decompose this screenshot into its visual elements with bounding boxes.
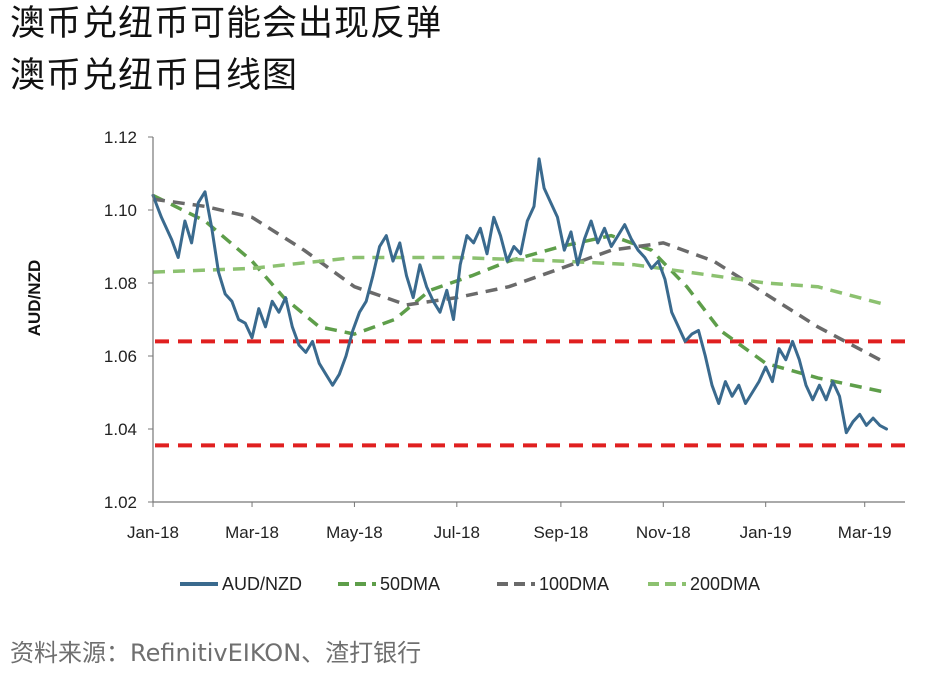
legend-label-aud-nzd: AUD/NZD — [222, 574, 302, 594]
x-tick-label: May-18 — [326, 523, 383, 542]
x-tick-label: Mar-19 — [838, 523, 892, 542]
source-note: 资料来源：RefinitivEIKON、渣打银行 — [10, 639, 422, 667]
x-tick-label: Sep-18 — [533, 523, 588, 542]
chart-title: 澳币兑纽币可能会出现反弹 — [10, 4, 443, 44]
axes: 1.12 1.10 1.08 1.06 1.04 1.02 Jan-18 Mar-18 May-… — [104, 128, 905, 542]
chart-subtitle: 澳币兑纽币日线图 — [10, 56, 299, 96]
series-lines — [151, 157, 888, 435]
reference-lines — [155, 339, 905, 448]
x-tick-label: Nov-18 — [636, 523, 691, 542]
y-axis-label: AUD/NZD — [25, 260, 44, 337]
series-line-200dma — [152, 255, 887, 307]
legend-label-100dma: 100DMA — [539, 574, 609, 594]
series-line-aud-nzd — [151, 157, 888, 435]
x-tick-label: Jan-19 — [740, 523, 792, 542]
series-line-100dma — [152, 197, 888, 365]
x-tick-label: Jul-18 — [434, 523, 480, 542]
legend: AUD/NZD 50DMA 100DMA 200DMA — [180, 574, 760, 594]
y-tick-label: 1.10 — [104, 201, 137, 220]
y-tick-label: 1.08 — [104, 274, 137, 293]
series-line-50dma — [152, 193, 887, 395]
y-tick-label: 1.02 — [104, 493, 137, 512]
x-tick-label: Jan-18 — [127, 523, 179, 542]
y-tick-label: 1.12 — [104, 128, 137, 147]
legend-label-50dma: 50DMA — [380, 574, 440, 594]
x-tick-label: Mar-18 — [225, 523, 279, 542]
legend-label-200dma: 200DMA — [690, 574, 760, 594]
y-tick-label: 1.06 — [104, 347, 137, 366]
y-tick-label: 1.04 — [104, 420, 137, 439]
